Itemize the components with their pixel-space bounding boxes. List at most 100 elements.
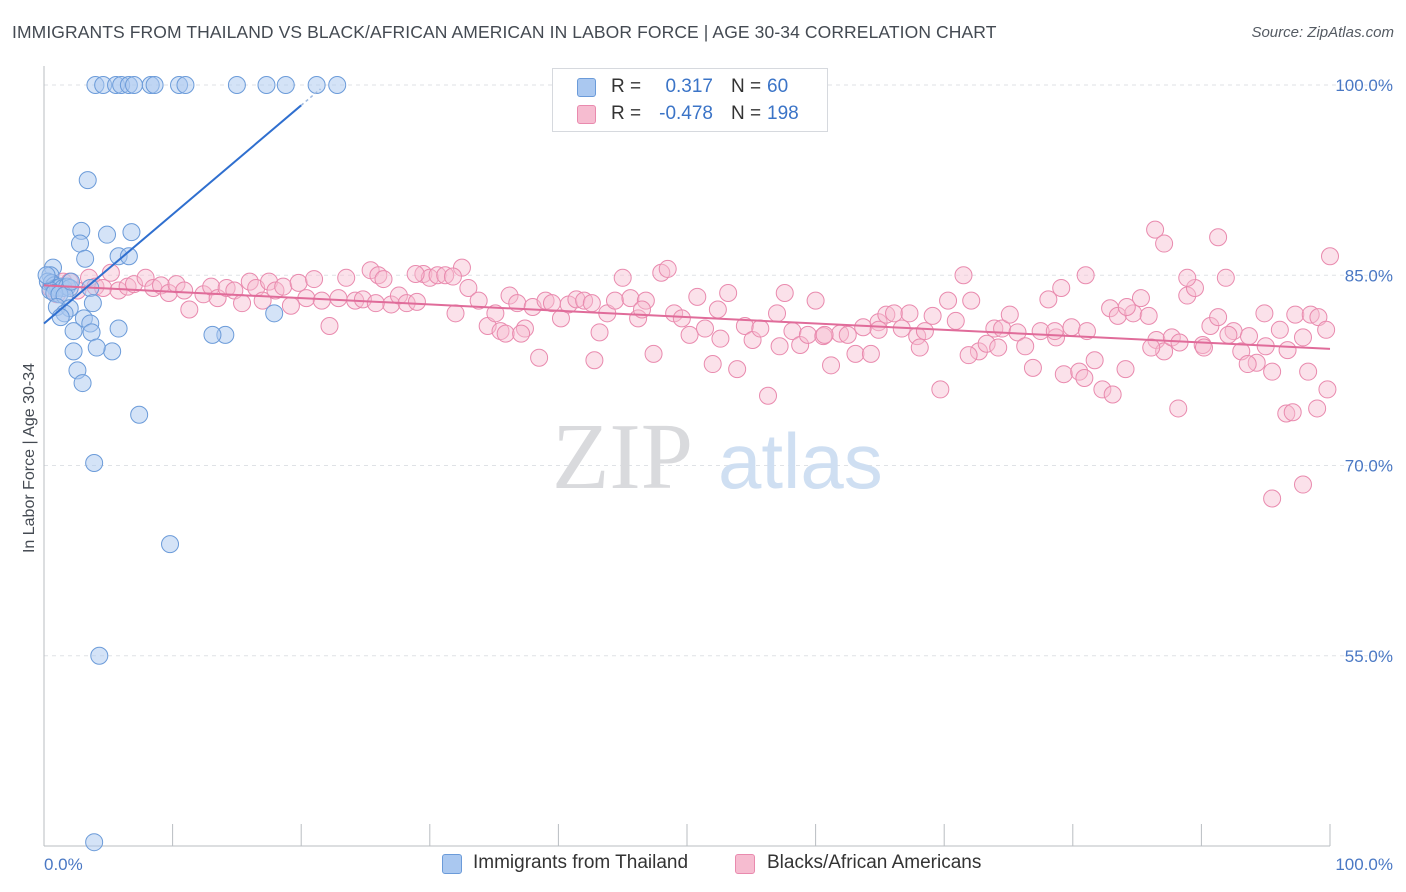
- pink-point: [1045, 322, 1064, 341]
- blue-point: [176, 76, 195, 95]
- pink-point: [791, 336, 810, 355]
- pink-point: [1263, 489, 1282, 508]
- n-value: 60: [767, 76, 789, 97]
- pink-point: [959, 346, 978, 365]
- r-label: R =: [611, 103, 642, 124]
- watermark-zip: ZIP: [552, 405, 693, 509]
- pink-point: [923, 306, 942, 325]
- pink-point: [1062, 318, 1081, 337]
- pink-point: [869, 320, 888, 339]
- pink-point: [1209, 228, 1228, 247]
- pink-point: [846, 344, 865, 363]
- pink-point: [443, 267, 462, 286]
- watermark: ZIP atlas: [552, 405, 883, 509]
- pink-point: [585, 351, 604, 370]
- pink-point: [1077, 322, 1096, 341]
- blue-point: [122, 223, 141, 242]
- tick-labels: 100.0% 85.0% 70.0% 55.0% 0.0% 100.0%: [44, 76, 1393, 874]
- blue-point: [78, 171, 97, 190]
- pink-point: [1238, 355, 1257, 374]
- blue-point: [85, 453, 104, 472]
- pink-point: [459, 278, 478, 297]
- pink-point: [496, 324, 515, 343]
- pink-point: [1023, 358, 1042, 377]
- blue-point: [227, 76, 246, 95]
- pink-point: [621, 289, 640, 308]
- pink-point: [329, 289, 348, 308]
- pink-point: [1308, 399, 1327, 418]
- blue-point: [71, 234, 90, 253]
- legend-swatch-blue: [577, 78, 596, 97]
- pink-point: [1054, 365, 1073, 384]
- blue-point: [307, 76, 326, 95]
- pink-point: [1047, 328, 1066, 347]
- pink-point: [939, 291, 958, 310]
- blue-point: [276, 76, 295, 95]
- pink-point: [1293, 328, 1312, 347]
- x-tick-label: 100.0%: [1335, 855, 1393, 874]
- pink-point: [854, 318, 873, 337]
- pink-series-points: [41, 220, 1339, 508]
- pink-point: [770, 337, 789, 356]
- watermark-atlas: atlas: [718, 417, 883, 505]
- pink-point: [1239, 327, 1258, 346]
- pink-point: [658, 259, 677, 278]
- pink-point: [305, 270, 324, 289]
- blue-point: [257, 76, 276, 95]
- pink-point: [798, 325, 817, 344]
- pink-point: [1039, 290, 1058, 309]
- n-value: 198: [767, 103, 799, 124]
- pink-point: [202, 277, 221, 296]
- pink-point: [551, 309, 570, 328]
- series-legend: Immigrants from Thailand Blacks/African …: [0, 850, 1406, 880]
- pink-point: [1247, 353, 1266, 372]
- pink-point: [1277, 404, 1296, 423]
- pink-point: [152, 276, 171, 295]
- pink-point: [233, 294, 252, 313]
- blue-point: [87, 338, 106, 357]
- pink-point: [446, 304, 465, 323]
- pink-point: [508, 294, 527, 313]
- n-label: N =: [731, 103, 762, 124]
- pink-point: [486, 304, 505, 323]
- pink-point: [366, 294, 385, 313]
- pink-point: [680, 325, 699, 344]
- pink-point: [962, 291, 981, 310]
- pink-point: [806, 291, 825, 310]
- pink-point: [708, 300, 727, 319]
- trend-lines: [43, 88, 1331, 350]
- blue-point: [64, 322, 83, 341]
- pink-point: [407, 292, 426, 311]
- pink-point: [1263, 362, 1282, 381]
- pink-point: [613, 268, 632, 287]
- pink-point: [1052, 278, 1071, 297]
- blue-point: [64, 342, 83, 361]
- pink-point: [1219, 325, 1238, 344]
- pink-point: [1178, 268, 1197, 287]
- pink-point: [946, 311, 965, 330]
- pink-point: [1299, 362, 1318, 381]
- pink-point: [728, 360, 747, 379]
- blue-point: [37, 266, 56, 285]
- pink-point: [735, 317, 754, 335]
- pink-point: [500, 286, 519, 305]
- pink-point: [703, 355, 722, 374]
- pink-point: [274, 277, 293, 296]
- axes: [43, 66, 1331, 847]
- pink-point: [910, 338, 929, 357]
- pink-point: [1278, 341, 1297, 360]
- pink-point: [1283, 403, 1302, 422]
- pink-point: [885, 304, 904, 323]
- legend-label-black: Blacks/African Americans: [767, 852, 982, 873]
- y-tick-label: 100.0%: [1335, 76, 1393, 95]
- pink-point: [389, 286, 408, 305]
- pink-point: [1155, 234, 1174, 253]
- blue-point: [85, 833, 104, 852]
- pink-point: [125, 275, 144, 294]
- pink-point: [1185, 278, 1204, 297]
- pink-point: [1317, 320, 1336, 339]
- blue-point: [145, 76, 164, 95]
- blue-point: [73, 374, 92, 393]
- blue-point: [161, 535, 180, 554]
- pink-point: [289, 273, 308, 292]
